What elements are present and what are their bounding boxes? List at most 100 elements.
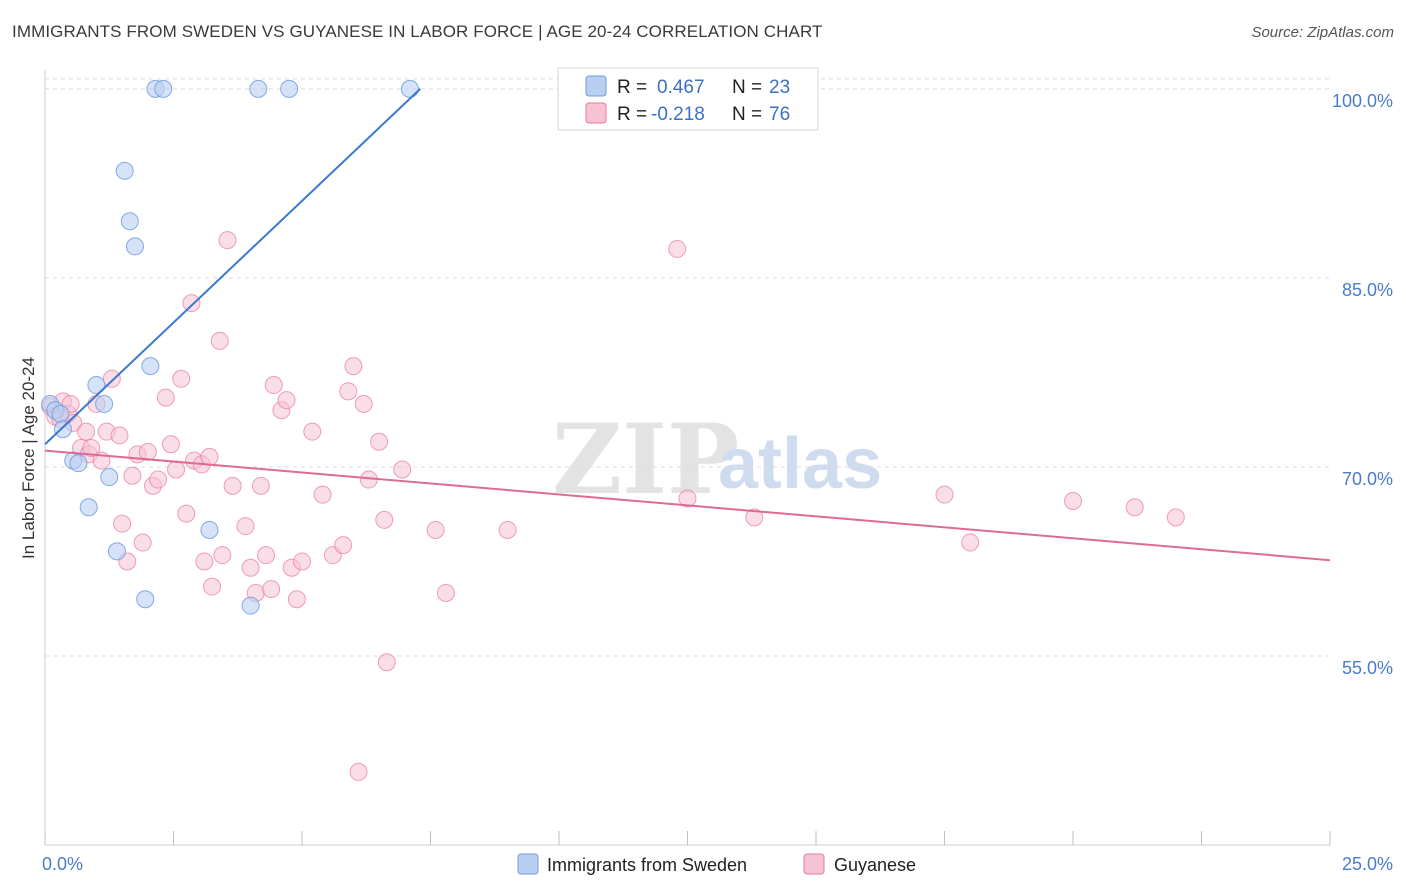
guyanese-point-47 <box>277 391 296 410</box>
guyanese-point-58 <box>354 394 373 413</box>
guyanese-point-68 <box>678 489 697 508</box>
guyanese-point-26 <box>167 460 186 479</box>
guyanese-point-40 <box>241 558 260 577</box>
y-tick-label-0: 55.0% <box>1342 658 1393 678</box>
guyanese-point-21 <box>138 442 157 461</box>
bottom-legend-swatch-sweden <box>517 853 539 875</box>
sweden-point-5 <box>69 454 88 473</box>
guyanese-point-66 <box>498 520 517 539</box>
guyanese-point-18 <box>123 466 142 485</box>
legend-swatch-sweden <box>585 75 607 97</box>
bottom-legend-swatch-guyanese <box>803 853 825 875</box>
guyanese-point-25 <box>161 435 180 454</box>
guyanese-point-15 <box>110 426 129 445</box>
trend-lines <box>44 88 1331 562</box>
guyanese-point-24 <box>156 388 175 407</box>
guyanese-point-50 <box>293 552 311 571</box>
guyanese-point-70 <box>935 485 954 504</box>
guyanese-point-67 <box>668 239 687 258</box>
watermark-zip: ZIP <box>552 403 739 516</box>
sweden-point-9 <box>100 468 119 487</box>
sweden-point-7 <box>87 376 106 395</box>
bottom-legend: Immigrants from Sweden Guyanese <box>517 853 916 875</box>
guyanese-trend-line <box>44 449 1331 562</box>
guyanese-point-49 <box>287 590 306 609</box>
sweden-point-20 <box>249 79 268 98</box>
y-tick-label-3: 100.0% <box>1332 91 1393 111</box>
sweden-point-14 <box>136 590 155 609</box>
guyanese-point-34 <box>203 577 222 596</box>
sweden-point-18 <box>200 520 219 539</box>
sweden-point-8 <box>95 394 114 413</box>
bottom-legend-label-sweden: Immigrants from Sweden <box>547 855 747 875</box>
guyanese-point-57 <box>349 762 368 781</box>
guyanese-point-28 <box>177 504 196 523</box>
y-tick-label-2: 85.0% <box>1342 280 1393 300</box>
sweden-point-22 <box>400 79 419 98</box>
guyanese-point-33 <box>200 447 219 466</box>
sweden-point-3 <box>53 420 72 439</box>
legend-n-value-sweden: 23 <box>769 77 790 98</box>
guyanese-point-55 <box>339 382 358 401</box>
guyanese-point-61 <box>375 510 394 529</box>
guyanese-point-35 <box>210 331 229 350</box>
sweden-points <box>41 79 419 615</box>
x-tick-label-0: 0.0% <box>42 854 83 874</box>
guyanese-point-20 <box>133 533 152 552</box>
y-axis-label: In Labor Force | Age 20-24 <box>19 357 38 559</box>
sweden-point-21 <box>280 79 299 98</box>
sweden-point-15 <box>141 357 160 376</box>
guyanese-point-74 <box>1166 508 1185 527</box>
guyanese-point-23 <box>149 470 168 489</box>
sweden-point-2 <box>51 405 70 424</box>
gridlines <box>45 78 1330 657</box>
guyanese-point-65 <box>436 583 455 602</box>
guyanese-point-62 <box>377 653 396 672</box>
guyanese-point-10 <box>82 439 101 458</box>
guyanese-point-32 <box>195 552 214 571</box>
guyanese-point-52 <box>313 485 332 504</box>
guyanese-point-27 <box>172 369 191 388</box>
guyanese-point-16 <box>113 514 132 533</box>
sweden-point-12 <box>120 212 139 231</box>
guyanese-point-54 <box>334 536 353 555</box>
x-tick-labels: 0.0% 25.0% <box>42 854 1393 874</box>
guyanese-point-42 <box>251 476 270 495</box>
guyanese-point-69 <box>745 508 764 527</box>
guyanese-point-29 <box>182 294 201 313</box>
guyanese-point-71 <box>961 533 980 552</box>
guyanese-point-37 <box>218 231 237 250</box>
legend-r-label-guyanese: R = <box>617 104 647 125</box>
guyanese-point-8 <box>77 422 96 441</box>
sweden-point-17 <box>154 79 173 98</box>
guyanese-point-72 <box>1064 491 1082 510</box>
guyanese-point-60 <box>370 432 389 451</box>
sweden-point-19 <box>241 596 260 615</box>
guyanese-point-38 <box>223 476 242 495</box>
legend-n-label-guyanese: N = <box>732 104 762 125</box>
legend-r-value-sweden: 0.467 <box>657 77 705 98</box>
y-tick-label-1: 70.0% <box>1342 469 1393 489</box>
legend-n-label-sweden: N = <box>732 77 762 98</box>
guyanese-point-51 <box>303 422 322 441</box>
legend-r-value-guyanese: -0.218 <box>651 104 705 125</box>
guyanese-point-56 <box>344 357 363 376</box>
legend-r-label-sweden: R = <box>617 77 647 98</box>
chart-title: IMMIGRANTS FROM SWEDEN VS GUYANESE IN LA… <box>12 22 823 41</box>
y-tick-labels: 55.0% 70.0% 85.0% 100.0% <box>1332 91 1393 678</box>
guyanese-point-64 <box>426 520 445 539</box>
sweden-point-11 <box>115 161 134 180</box>
guyanese-point-44 <box>262 580 281 599</box>
guyanese-point-14 <box>102 369 121 388</box>
sweden-point-13 <box>125 237 144 256</box>
guyanese-point-43 <box>257 546 276 565</box>
guyanese-point-45 <box>264 376 283 395</box>
stats-legend: R = 0.467 N = 23 R = -0.218 N = 76 <box>557 67 819 131</box>
sweden-trend-line <box>44 88 421 445</box>
axes <box>44 70 1331 846</box>
guyanese-point-63 <box>393 460 412 479</box>
guyanese-point-39 <box>236 517 255 536</box>
bottom-legend-label-guyanese: Guyanese <box>834 855 916 875</box>
legend-n-value-guyanese: 76 <box>769 104 790 125</box>
